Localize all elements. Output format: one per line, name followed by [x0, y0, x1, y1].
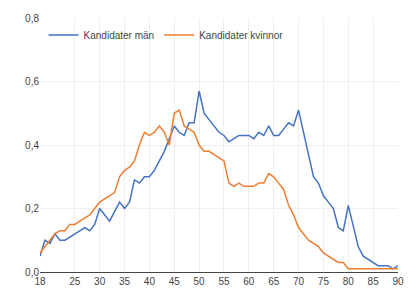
svg-text:55: 55	[218, 276, 230, 287]
svg-text:50: 50	[194, 276, 206, 287]
svg-text:70: 70	[293, 276, 305, 287]
svg-text:Kandidater kvinnor: Kandidater kvinnor	[199, 30, 283, 41]
svg-text:0,6: 0,6	[25, 76, 39, 87]
svg-text:75: 75	[318, 276, 330, 287]
svg-text:40: 40	[144, 276, 156, 287]
svg-text:30: 30	[94, 276, 106, 287]
svg-text:18: 18	[34, 276, 46, 287]
svg-text:60: 60	[243, 276, 255, 287]
svg-text:0,0: 0,0	[25, 267, 39, 278]
svg-text:45: 45	[169, 276, 181, 287]
svg-text:65: 65	[268, 276, 280, 287]
svg-text:0,2: 0,2	[25, 203, 39, 214]
svg-text:0,4: 0,4	[25, 140, 39, 151]
svg-text:90: 90	[392, 276, 404, 287]
svg-text:25: 25	[69, 276, 81, 287]
svg-text:35: 35	[119, 276, 131, 287]
svg-text:85: 85	[368, 276, 380, 287]
svg-text:80: 80	[343, 276, 355, 287]
svg-text:Kandidater män: Kandidater män	[84, 30, 155, 41]
svg-text:0,8: 0,8	[25, 13, 39, 24]
